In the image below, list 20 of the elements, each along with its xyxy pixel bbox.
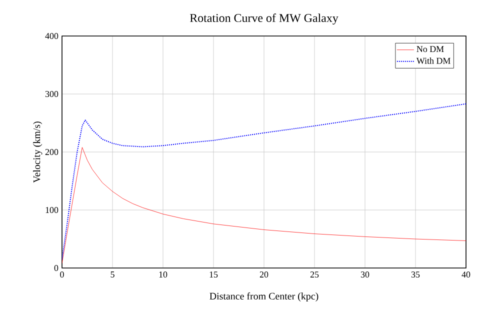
y-tick-label: 400 — [45, 32, 58, 40]
x-tick-label: 5 — [110, 272, 114, 278]
line-series — [62, 103, 466, 260]
chart-title: Rotation Curve of MW Galaxy — [190, 14, 338, 24]
x-tick-label: 15 — [210, 272, 218, 278]
x-tick-label: 35 — [411, 272, 420, 278]
x-tick-label: 10 — [159, 272, 168, 278]
y-tick-label: 0 — [54, 264, 58, 272]
x-tick-label: 0 — [60, 272, 64, 278]
legend-label: With DM — [416, 58, 450, 64]
legend-label: No DM — [416, 46, 444, 52]
x-tick-label: 25 — [310, 272, 319, 278]
x-tick-label: 20 — [260, 272, 268, 278]
y-axis-title: Velocity (km/s) — [33, 122, 42, 183]
y-tick-label: 300 — [45, 90, 58, 98]
y-tick-label: 100 — [46, 206, 58, 214]
x-axis-title: Distance from Center (kpc) — [210, 292, 318, 302]
x-tick-label: 40 — [462, 272, 470, 278]
y-tick-label: 200 — [45, 148, 58, 156]
x-tick-label: 30 — [360, 272, 370, 278]
